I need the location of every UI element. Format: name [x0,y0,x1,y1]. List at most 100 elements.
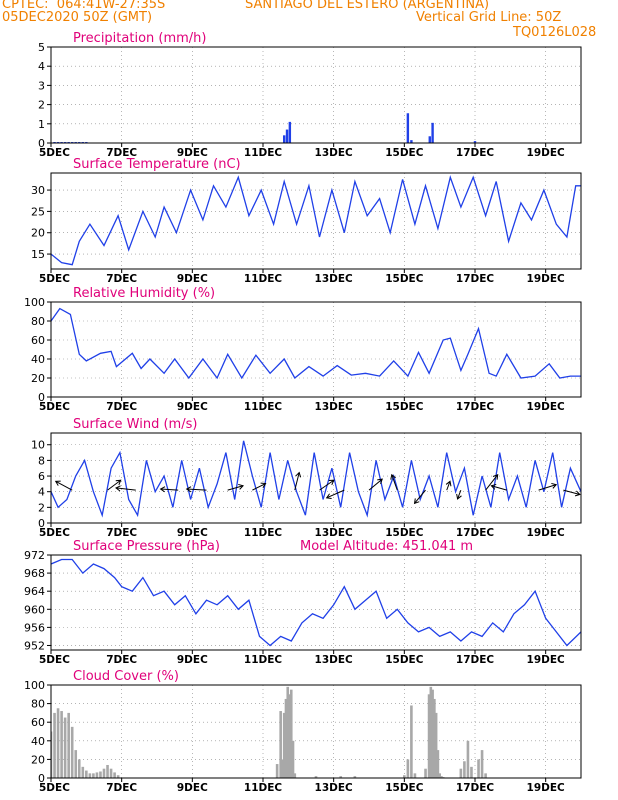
wind-line [51,440,581,518]
humidity-xtick-label: 5DEC [39,401,70,413]
precip-bar [410,140,413,143]
pressure-line [51,558,581,647]
humidity-xtick-label: 7DEC [106,401,137,413]
cloud-xtick-label: 5DEC [39,782,70,794]
cloud-bar [56,708,60,778]
cloud-bar [63,717,67,778]
precip-bar [283,135,286,143]
cloud-bar [480,750,484,778]
pressure-frame [50,554,582,651]
cloud-bar [102,768,106,778]
precip-xtick-label: 17DEC [456,147,495,159]
pressure-xtick-label: 9DEC [177,654,208,666]
wind-panel: 0 2 4 6 8 10 5DEC 7DEC 9DEC 11DEC 13DEC 15DEC 17DEC 1… [31,417,582,539]
temp-ytick-label: 15 [31,248,45,261]
pressure-xtick-label: 13DEC [315,654,354,666]
cloud-ytick-label: 0 [38,772,45,785]
wind-ytick-label: 2 [38,501,45,514]
cloud-marks [51,686,487,778]
header-location: SANTIAGO DEL ESTERO (ARGENTINA) [245,0,490,12]
temp-xtick-label: 5DEC [39,273,70,285]
precip-ytick-label: 2 [38,99,45,112]
cloud-bar [92,773,95,778]
wind-vector [54,480,73,491]
cloud-bar [74,750,78,778]
humidity-ytick-label: 80 [31,315,45,328]
wind-xtick-label: 13DEC [315,527,354,539]
cloud-bar [431,689,434,778]
wind-vector [445,480,452,491]
cloud-bar [113,772,116,778]
cloud-bar [427,694,431,778]
temp-ytick-label: 25 [31,205,45,218]
wind-marks [51,440,581,518]
wind-vector [390,473,398,491]
cloud-bar [289,689,293,778]
temp-xtick-label: 15DEC [385,273,424,285]
precip-bar [473,141,477,143]
cloud-ytick-label: 20 [31,753,45,766]
cloud-bar [67,712,70,778]
pressure-panel: 952 956 960 964 968 972 5DEC 7DEC 9DEC 11DEC 13DEC… [24,539,582,666]
cloud-bar [353,776,357,778]
wind-vector [319,479,335,491]
wind-xtick-label: 5DEC [39,527,70,539]
wind-ytick-label: 0 [38,517,45,530]
cloud-panel: 0 20 40 60 80 100 5DEC 7DEC 9DEC 11DEC 13DEC 15DEC 1… [24,669,582,794]
cloud-bar [88,773,92,778]
precip-ytick-label: 4 [38,60,45,73]
wind-xtick-label: 9DEC [177,527,208,539]
precip-marks [53,113,477,143]
precip-panel: 0 1 2 3 4 5 5DEC 7DEC 9DEC 11DEC 13DEC 15DEC 17DEC 19… [38,31,582,159]
precip-title: Precipitation (mm/h) [73,31,206,46]
wind-vector [252,482,267,491]
cloud-xtick-label: 17DEC [456,782,495,794]
header-grid-note: Vertical Grid Line: 50Z [416,10,562,25]
wind-ytick-label: 4 [38,486,45,499]
cloud-bar [459,768,463,778]
precip-ytick-label: 3 [38,79,45,92]
cloud-bar [436,750,440,778]
cloud-bar [466,740,470,778]
temp-xtick-label: 11DEC [244,273,283,285]
cloud-bar [413,773,417,778]
pressure-xtick-label: 11DEC [244,654,283,666]
humidity-ytick-label: 20 [31,372,45,385]
pressure-ytick-label: 972 [24,549,45,562]
wind-vector [185,486,207,493]
humidity-frame [50,301,582,398]
cloud-bar [470,766,473,778]
humidity-xtick-label: 15DEC [385,401,424,413]
humidity-title: Relative Humidity (%) [73,286,215,301]
wind-vector [456,489,462,500]
temp-xtick-label: 7DEC [106,273,137,285]
cloud-bar [70,726,74,778]
cloud-bar [477,759,480,778]
cloud-bar [286,686,290,778]
wind-vector [413,489,426,505]
pressure-marks [51,558,581,647]
cloud-bar [284,698,288,778]
cloud-bar [484,773,487,778]
header-code: TQ0126L028 [513,25,597,40]
cloud-bar [406,759,410,778]
pressure-ytick-label: 968 [24,567,45,580]
cloud-ytick-label: 40 [31,735,45,748]
temp-title: Surface Temperature (nC) [73,157,241,172]
model-altitude: Model Altitude: 451.041 m [300,539,473,554]
cloud-bar [429,686,433,778]
cloud-title: Cloud Cover (%) [73,669,179,684]
pressure-ytick-label: 964 [24,585,45,598]
pressure-ytick-label: 952 [24,639,45,652]
cloud-bar [282,712,286,778]
wind-xtick-label: 11DEC [244,527,283,539]
cloud-bar [433,698,436,778]
cloud-bar [438,773,441,778]
humidity-ytick-label: 100 [24,296,45,309]
wind-ytick-label: 8 [38,454,45,467]
cloud-bar [51,731,53,778]
precip-ytick-label: 1 [38,118,45,131]
cloud-bar [77,759,81,778]
temp-panel: 15 20 25 30 5DEC 7DEC 9DEC 11DEC 13DEC 15DEC 17DEC… [31,157,582,285]
cloud-xtick-label: 7DEC [106,782,137,794]
